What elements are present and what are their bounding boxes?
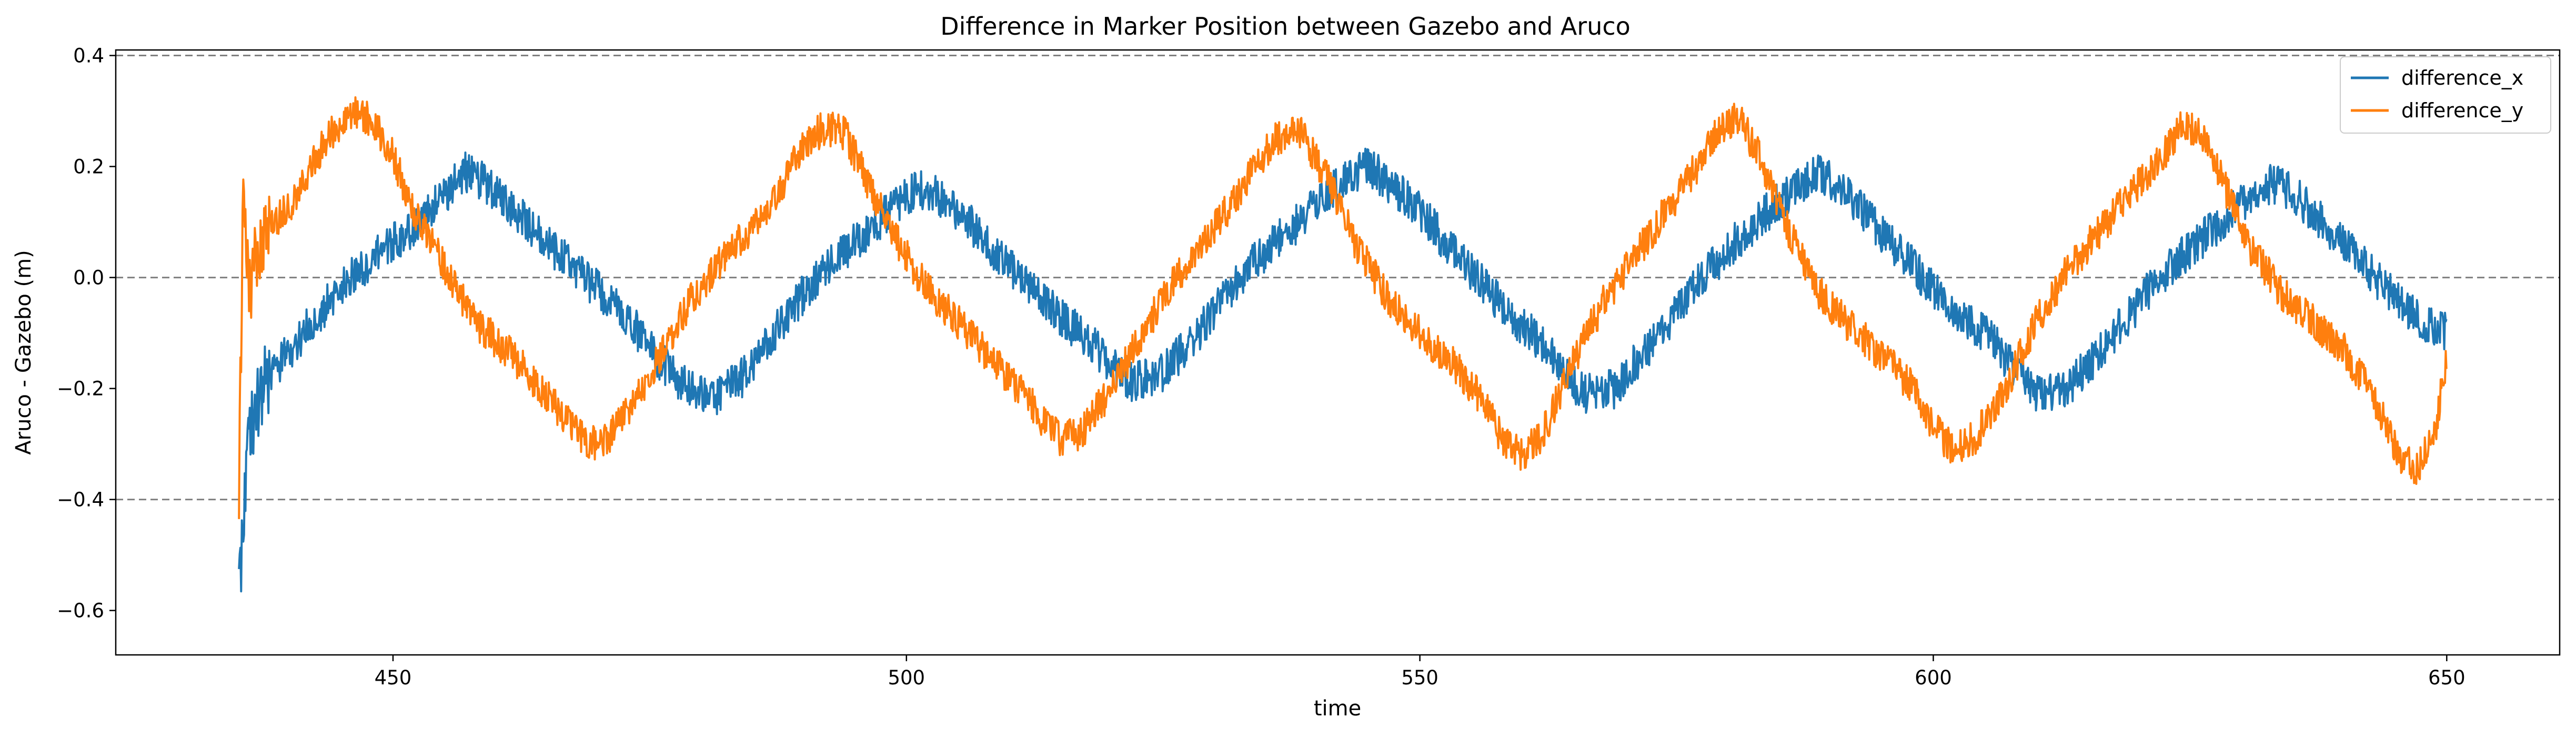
y-tick-label: 0.2 [73,156,104,178]
y-axis-label: Aruco - Gazebo (m) [12,250,36,454]
y-tick-label: 0.4 [73,45,104,67]
y-tick-label: 0.0 [73,267,104,289]
y-tick-label: −0.6 [57,600,104,622]
series-layer [238,96,2448,593]
x-tick-label: 500 [888,666,925,689]
y-tick-label: −0.4 [57,489,104,511]
x-tick-label: 550 [1401,666,1438,689]
x-tick-label: 650 [2428,666,2466,689]
series-line-difference-x [238,147,2448,593]
legend-label: difference_y [2401,99,2523,122]
series-line-difference-y [238,96,2448,519]
legend-label: difference_x [2401,66,2523,89]
x-tick-label: 450 [375,666,412,689]
x-axis: 450 500 550 600 650 [375,655,2466,689]
x-axis-label: time [1314,696,1361,721]
legend-box [2340,56,2551,134]
chart-title: Difference in Marker Position between Ga… [940,12,1631,41]
legend: difference_x difference_y [2340,56,2551,134]
y-axis: −0.6 −0.4 −0.2 0.0 0.2 0.4 [57,45,116,622]
reference-lines [116,55,2560,501]
plot-frame [115,49,2561,656]
y-tick-label: −0.2 [57,378,104,400]
x-tick-label: 600 [1915,666,1952,689]
